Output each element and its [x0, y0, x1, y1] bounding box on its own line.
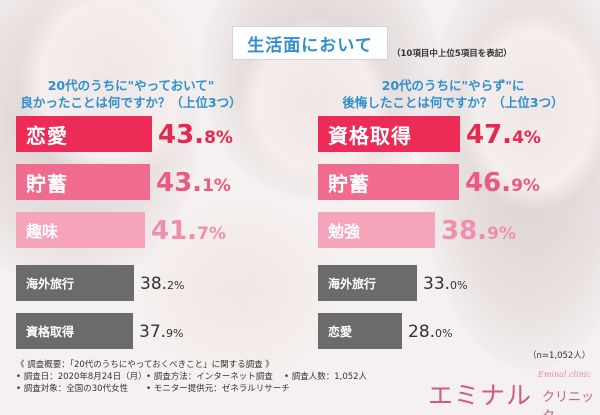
- survey-title: 《 調査概要：「20代のうちにやっておくべきこと」に関する調査 》: [16, 360, 274, 370]
- survey-provider: • モニター提供元：ゼネラルリサーチ: [146, 384, 290, 394]
- right-chart-title: 20代のうちに"やらず"に 後悔したことは何ですか？（上位3つ）: [342, 78, 564, 110]
- bar: 勉強: [318, 212, 435, 248]
- bar-label: 恋愛: [328, 324, 353, 339]
- value-label: 37. 9%: [139, 322, 184, 342]
- survey-summary: 《 調査概要：「20代のうちにやっておくべきこと」に関する調査 》 • 調査日：…: [16, 359, 367, 395]
- bar-label: 貯蓄: [328, 171, 370, 196]
- value-label: 46. 9%: [465, 168, 540, 198]
- logo-script-text: Eminal clinic: [538, 370, 591, 379]
- value-label: 43. 8%: [158, 120, 233, 150]
- top-items-note: （10項目中上位5項目を表記）: [392, 49, 512, 59]
- value-label: 38. 9%: [441, 216, 516, 246]
- survey-method: • 調査方法：インターネット調査: [146, 372, 273, 382]
- survey-people: • 調査人数：1,052人: [284, 372, 368, 382]
- bar: 貯蓄: [16, 164, 150, 200]
- survey-date: • 調査日：2020年8月24日（月）: [16, 372, 147, 382]
- bar: 恋愛: [318, 313, 402, 349]
- value-label: 41. 7%: [151, 216, 226, 246]
- bar: 趣味: [16, 212, 145, 248]
- survey-target: • 調査対象：全国の30代女性: [16, 384, 129, 394]
- bar-label: 資格取得: [328, 123, 412, 148]
- bar: 海外旅行: [318, 265, 417, 301]
- clinic-logo: エミナル Eminal clinic クリニック: [428, 370, 598, 415]
- value-label: 33. 0%: [423, 274, 468, 294]
- bar-label: 恋愛: [26, 123, 68, 148]
- value-label: 38. 2%: [140, 274, 185, 294]
- value-label: 47. 4%: [466, 120, 541, 150]
- left-chart-title: 20代のうちに"やっておいて" 良かったことは何ですか？（上位3つ）: [20, 78, 242, 110]
- value-label: 43. 1%: [156, 168, 231, 198]
- logo-main-text: エミナル: [428, 381, 533, 410]
- bar-label: 貯蓄: [26, 171, 68, 196]
- bar-label: 資格取得: [26, 324, 75, 339]
- bar-label: 趣味: [26, 222, 59, 241]
- bar-label: 勉強: [328, 222, 361, 241]
- bar: 恋愛: [16, 116, 152, 152]
- section-title: 生活面において: [232, 26, 388, 60]
- bar: 資格取得: [16, 313, 133, 349]
- value-label: 28. 0%: [408, 322, 453, 342]
- bar: 資格取得: [318, 116, 460, 152]
- sample-size-note: （n=1,052人）: [528, 351, 591, 361]
- bar: 海外旅行: [16, 265, 134, 301]
- bar-label: 海外旅行: [26, 276, 75, 291]
- logo-sub-text: クリニック: [542, 390, 595, 415]
- bar-label: 海外旅行: [328, 276, 377, 291]
- bar: 貯蓄: [318, 164, 459, 200]
